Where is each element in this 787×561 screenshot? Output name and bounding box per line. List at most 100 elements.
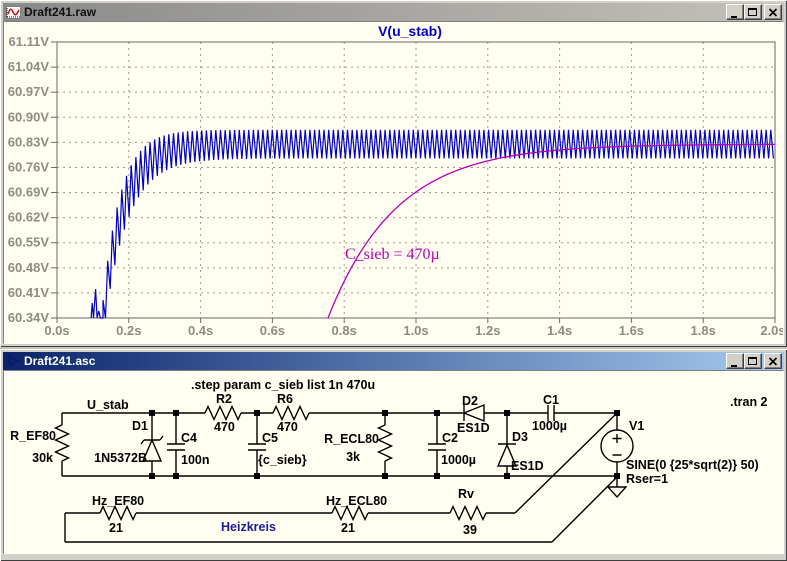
y-tick-label: 60.97V bbox=[8, 84, 50, 99]
schematic-window: Draft241.asc R_EF80 30k D1 1N5372B C4 100n R2 4… bbox=[0, 349, 787, 561]
x-tick-label: 0.8s bbox=[332, 323, 357, 338]
x-tick-label: 1.6s bbox=[619, 323, 644, 338]
schematic-graphics bbox=[53, 403, 634, 543]
component-value-R2: 470 bbox=[214, 420, 235, 434]
component-value-R_EF80: 30k bbox=[32, 451, 53, 465]
component-name-Hz_ECL80: Hz_ECL80 bbox=[326, 494, 387, 508]
schematic-file-icon bbox=[5, 354, 21, 368]
net-label-u_stab: U_stab bbox=[87, 398, 129, 412]
close-button-asc[interactable] bbox=[764, 353, 782, 369]
component-name-C5: C5 bbox=[262, 431, 278, 445]
x-axis-labels: 0.0s 0.2s 0.4s 0.6s 0.8s 1.0s 1.2s 1.4s 1.6s 1.8s… bbox=[44, 323, 783, 338]
trace-c_sieb-470u[interactable] bbox=[327, 143, 776, 319]
spice-directive-tran: .tran 2 bbox=[730, 395, 768, 409]
y-tick-label: 60.48V bbox=[8, 260, 50, 275]
capacitor-C5 bbox=[248, 443, 266, 451]
titlebar-raw[interactable]: Draft241.raw bbox=[3, 3, 784, 21]
component-value-D1: 1N5372B bbox=[94, 451, 147, 465]
y-axis-labels: 61.11V 61.04V 60.97V 60.90V 60.83V 60.76V 60.6… bbox=[8, 34, 50, 325]
node-square bbox=[434, 473, 440, 479]
waveform-plot[interactable]: 61.11V 61.04V 60.97V 60.90V 60.83V 60.76V 60.6… bbox=[4, 22, 783, 343]
minimize-button-raw[interactable] bbox=[726, 4, 744, 20]
node-square bbox=[614, 473, 620, 479]
waveform-pane[interactable]: 61.11V 61.04V 60.97V 60.90V 60.83V 60.76V 60.6… bbox=[3, 21, 784, 344]
node-square bbox=[149, 473, 155, 479]
waveform-window: Draft241.raw 61.11V 61.04V 60.97V 60.90V 60.… bbox=[0, 0, 787, 347]
titlebar-asc[interactable]: Draft241.asc bbox=[3, 352, 784, 370]
component-value-C4: 100n bbox=[181, 453, 210, 467]
ground-symbol bbox=[606, 486, 628, 499]
minimize-button-asc[interactable] bbox=[726, 353, 744, 369]
y-tick-label: 60.90V bbox=[8, 109, 50, 124]
comment-heizkreis: Heizkreis bbox=[221, 520, 276, 534]
plot-annotation: C_sieb = 470µ bbox=[345, 246, 440, 263]
x-tick-label: 2.0s bbox=[760, 323, 783, 338]
component-value-C2: 1000µ bbox=[441, 453, 476, 467]
node-square bbox=[434, 410, 440, 416]
component-name-Hz_EF80: Hz_EF80 bbox=[92, 494, 144, 508]
node-square bbox=[173, 473, 179, 479]
component-name-V1: V1 bbox=[629, 419, 644, 433]
schematic-pane[interactable]: R_EF80 30k D1 1N5372B C4 100n R2 470 C5 {c_sieb} R… bbox=[3, 370, 784, 554]
capacitor-C4 bbox=[167, 443, 185, 451]
resistor-Hz_ECL80 bbox=[331, 504, 369, 522]
component-value-D3: ES1D bbox=[511, 459, 544, 473]
resistor-R2 bbox=[204, 404, 242, 422]
node-square bbox=[254, 473, 260, 479]
component-name-D1: D1 bbox=[132, 419, 148, 433]
plot-ticks bbox=[51, 41, 776, 323]
y-tick-label: 60.55V bbox=[8, 235, 50, 250]
diode-D2 bbox=[462, 403, 485, 423]
schematic-labels: R_EF8030kD11N5372BC4100nR2470C5{c_sieb}R… bbox=[10, 378, 767, 537]
node-square bbox=[504, 410, 510, 416]
component-value-Hz_ECL80: 21 bbox=[341, 521, 355, 535]
zener-diode-D1 bbox=[140, 435, 164, 462]
plot-grid bbox=[57, 42, 775, 318]
window-title-raw: Draft241.raw bbox=[24, 5, 97, 19]
component-name-R_ECL80: R_ECL80 bbox=[324, 432, 379, 446]
x-tick-label: 0.2s bbox=[116, 323, 141, 338]
x-tick-label: 1.8s bbox=[691, 323, 716, 338]
spice-directive-step: .step param c_sieb list 1n 470u bbox=[191, 378, 375, 392]
trace-c_sieb-1n[interactable] bbox=[90, 129, 774, 319]
resistor-R_EF80 bbox=[53, 424, 71, 462]
y-tick-label: 60.34V bbox=[8, 310, 50, 325]
node-square bbox=[254, 410, 260, 416]
x-tick-label: 0.0s bbox=[44, 323, 69, 338]
component-value-D2: ES1D bbox=[457, 421, 490, 435]
resistor-Rv bbox=[449, 504, 487, 522]
node-square bbox=[504, 473, 510, 479]
component-value-C5: {c_sieb} bbox=[258, 453, 307, 467]
capacitor-C2 bbox=[428, 443, 446, 451]
y-tick-label: 60.41V bbox=[8, 285, 50, 300]
diode-D3 bbox=[496, 443, 518, 467]
schematic-canvas[interactable]: R_EF8030kD11N5372BC4100nR2470C5{c_sieb}R… bbox=[4, 371, 783, 553]
x-tick-label: 1.2s bbox=[475, 323, 500, 338]
component-name-R6: R6 bbox=[277, 392, 293, 406]
x-tick-label: 1.4s bbox=[547, 323, 572, 338]
maximize-button-raw[interactable] bbox=[744, 4, 762, 20]
component-value-V1: SINE(0 {25*sqrt(2)} 50) bbox=[626, 458, 759, 472]
plot-title: V(u_stab) bbox=[378, 23, 442, 39]
component-name-C4: C4 bbox=[181, 431, 197, 445]
source-polarity-marks bbox=[612, 434, 622, 456]
maximize-button-asc[interactable] bbox=[744, 353, 762, 369]
y-tick-label: 61.04V bbox=[8, 59, 50, 74]
node-square bbox=[382, 410, 388, 416]
node-square bbox=[149, 410, 155, 416]
component-symbols[interactable] bbox=[53, 403, 634, 522]
capacitor-C1 bbox=[547, 405, 555, 421]
close-button-raw[interactable] bbox=[764, 4, 782, 20]
component-value-Rv: 39 bbox=[463, 523, 477, 537]
component-value-C1: 1000µ bbox=[532, 419, 567, 433]
y-tick-label: 60.69V bbox=[8, 185, 50, 200]
x-tick-label: 0.4s bbox=[188, 323, 213, 338]
node-square bbox=[382, 473, 388, 479]
component-name-R2: R2 bbox=[216, 392, 232, 406]
component-value-Hz_EF80: 21 bbox=[109, 521, 123, 535]
voltage-source-V1 bbox=[600, 429, 634, 463]
junction-nodes bbox=[149, 410, 620, 479]
node-square bbox=[173, 410, 179, 416]
y-tick-label: 60.83V bbox=[8, 134, 50, 149]
component-name-Rv: Rv bbox=[458, 487, 474, 501]
